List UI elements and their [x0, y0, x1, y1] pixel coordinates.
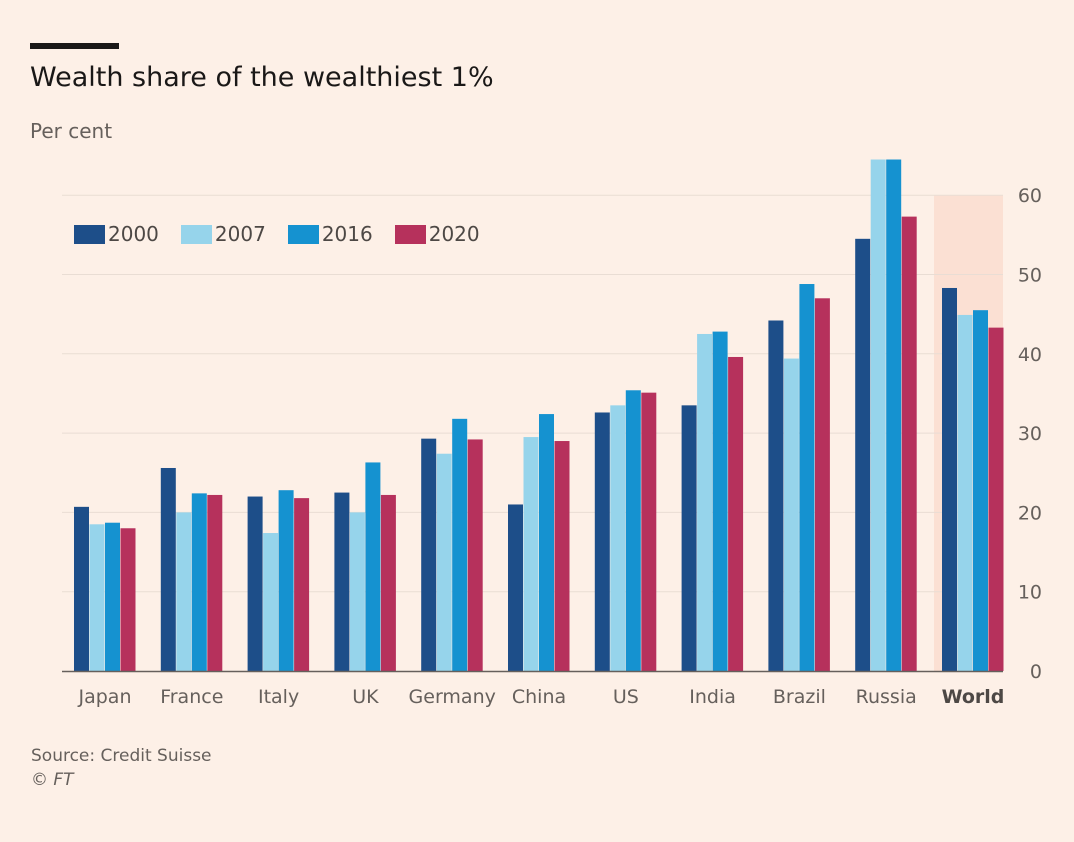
bar-2000-china: [508, 504, 523, 671]
x-tick-label: India: [689, 686, 736, 708]
legend-label: 2007: [214, 222, 266, 246]
bar-2016-world: [973, 310, 988, 671]
bar-2007-germany: [436, 453, 452, 671]
legend-label: 2020: [428, 222, 480, 246]
legend-item-2016: 2016: [287, 222, 373, 246]
bar-2016-italy: [278, 490, 294, 671]
legend-item-2020: 2020: [394, 222, 480, 246]
x-tick-label: France: [160, 686, 223, 708]
y-tick-label: 20: [1018, 502, 1042, 524]
bar-2007-us: [610, 405, 626, 671]
bar-2007-italy: [263, 533, 279, 671]
y-tick-label: 30: [1018, 423, 1042, 445]
x-tick-label: Brazil: [773, 686, 826, 708]
bar-2020-china: [554, 441, 570, 671]
bar-2016-us: [625, 390, 641, 671]
bar-2016-china: [539, 414, 554, 671]
legend-label: 2000: [108, 222, 159, 246]
legend-label: 2016: [321, 222, 373, 246]
bar-2000-france: [160, 467, 176, 671]
bar-2000-japan: [74, 506, 89, 671]
bar-2007-india: [697, 333, 713, 671]
bar-2020-us: [641, 392, 657, 671]
bar-2000-italy: [247, 496, 263, 671]
x-tick-label: Germany: [409, 686, 496, 708]
chart-title: Wealth share of the wealthiest 1%: [30, 62, 494, 93]
bar-2007-uk: [349, 512, 365, 671]
bar-2016-germany: [452, 418, 468, 671]
bar-2000-us: [594, 412, 610, 671]
bar-2000-world: [942, 287, 957, 671]
legend-swatch: [287, 224, 319, 244]
x-tick-label: UK: [352, 686, 379, 708]
legend-item-2000: 2000: [74, 222, 159, 246]
bar-2007-russia: [870, 159, 886, 671]
bar-2007-world: [957, 314, 973, 671]
bar-2007-china: [523, 437, 539, 671]
chart-subtitle: Per cent: [30, 119, 113, 143]
x-tick-label: Japan: [78, 686, 132, 708]
bar-2000-uk: [334, 492, 350, 671]
bar-2000-germany: [421, 438, 437, 671]
x-tick-label: Russia: [856, 686, 917, 708]
bar-2020-france: [207, 494, 223, 671]
legend-swatch: [180, 224, 212, 244]
bar-2020-uk: [380, 494, 396, 671]
x-tick-label: China: [512, 686, 566, 708]
bar-2020-germany: [467, 439, 483, 671]
legend-swatch: [394, 224, 426, 244]
bar-2007-japan: [89, 524, 105, 671]
y-tick-label: 60: [1018, 185, 1042, 207]
bar-2000-brazil: [768, 320, 784, 671]
credit-note: © FT: [31, 770, 74, 790]
y-tick-label: 50: [1018, 265, 1042, 287]
bar-2016-brazil: [799, 284, 815, 671]
title-rule: [30, 43, 119, 49]
x-tick-label: US: [613, 686, 639, 708]
x-tick-label: Italy: [258, 686, 299, 708]
bar-2000-india: [681, 405, 697, 671]
legend-swatch: [74, 224, 105, 244]
x-tick-label: World: [942, 686, 1005, 708]
bar-2007-brazil: [783, 358, 799, 671]
bar-2016-india: [712, 331, 728, 671]
y-tick-label: 40: [1018, 344, 1042, 366]
bar-2016-japan: [105, 522, 120, 671]
y-tick-label: 10: [1018, 582, 1042, 604]
bar-2016-russia: [886, 159, 902, 671]
y-tick-label: 0: [1030, 661, 1042, 683]
bar-2020-italy: [294, 498, 310, 671]
bar-2020-japan: [120, 528, 136, 671]
legend-item-2007: 2007: [180, 222, 266, 246]
bar-2020-brazil: [814, 298, 830, 671]
source-note: Source: Credit Suisse: [31, 746, 212, 766]
bar-2007-france: [176, 512, 192, 671]
bar-2016-uk: [365, 462, 381, 671]
bar-2020-india: [728, 356, 744, 671]
bar-2000-russia: [855, 238, 871, 671]
bar-2016-france: [191, 493, 207, 671]
legend: 2000 2007 2016 2020: [74, 222, 502, 246]
bar-2020-russia: [901, 216, 917, 671]
bar-2020-world: [988, 327, 1004, 671]
